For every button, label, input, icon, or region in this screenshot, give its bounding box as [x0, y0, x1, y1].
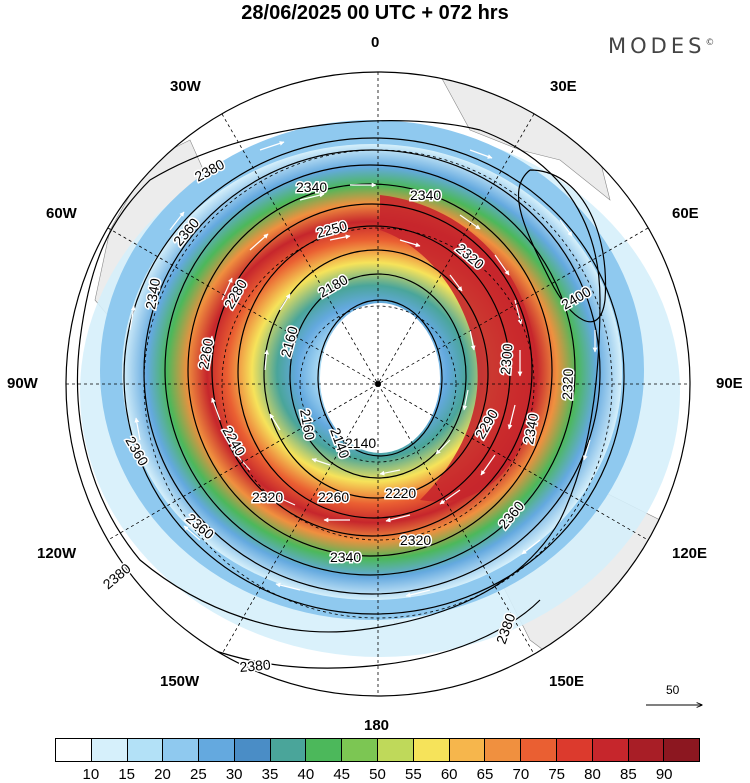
- lon-label-90w: 90W: [7, 375, 38, 392]
- colorbar: [55, 738, 700, 762]
- colorbar-segment: [378, 739, 414, 761]
- lon-label-120w: 120W: [37, 545, 77, 562]
- colorbar-tick-label: 20: [154, 766, 171, 783]
- contour-label: 2340: [330, 549, 361, 565]
- lon-label-150w: 150W: [160, 673, 200, 690]
- map-border: [65, 71, 691, 697]
- colorbar-segment: [413, 739, 450, 761]
- contour-label: 2320: [400, 532, 431, 548]
- lon-label-180: 180: [364, 717, 390, 734]
- vector-scale-arrow: [646, 699, 706, 711]
- colorbar-tick-label: 25: [189, 766, 207, 783]
- colorbar-tick-label: 90: [655, 766, 673, 783]
- map-disc: [66, 72, 690, 696]
- colorbar-tick-label: 15: [118, 766, 135, 783]
- colorbar-ticks: 10 15 20 25 30 35 40 45 50 55 60 65 70 75 80 85 90: [55, 766, 700, 783]
- colorbar-tick-label: 45: [333, 766, 350, 783]
- lon-label-60e: 60E: [672, 205, 699, 222]
- graticule: [66, 72, 690, 696]
- south-pole-marker: [375, 381, 381, 387]
- brand-logo: MODES©: [608, 34, 715, 58]
- contour-label: 2340: [410, 187, 441, 203]
- colorbar-segment: [521, 739, 557, 761]
- lon-label-60w: 60W: [46, 205, 77, 222]
- contour-label: 2320: [252, 489, 283, 505]
- contour-label: 2320: [559, 368, 576, 400]
- contour-label: 2300: [497, 343, 516, 376]
- colorbar-segment: [485, 739, 522, 761]
- colorbar-segment: [234, 739, 271, 761]
- map-title: 28/06/2025 00 UTC + 072 hrs: [241, 2, 509, 24]
- colorbar-segment: [449, 739, 486, 761]
- lon-label-30w: 30W: [170, 78, 201, 95]
- jet-max-crescent: [380, 195, 536, 502]
- colorbar-tick-label: 60: [440, 766, 458, 783]
- colorbar-tick-label: 70: [512, 766, 530, 783]
- contour-label: 2380: [100, 560, 134, 592]
- colorbar-segment: [628, 739, 665, 761]
- colorbar-segment: [270, 739, 307, 761]
- colorbar-tick-label: 35: [261, 766, 279, 783]
- lon-label-90e: 90E: [716, 375, 743, 392]
- colorbar-tick-label: 80: [584, 766, 601, 783]
- colorbar-segment: [91, 739, 128, 761]
- wind-vectors: [129, 141, 598, 598]
- vector-scale-label: 50: [666, 683, 680, 697]
- colorbar-segment: [56, 739, 92, 761]
- contour-label: 2260: [318, 489, 349, 505]
- colorbar-segment: [127, 739, 164, 761]
- lon-label-30e: 30E: [550, 78, 577, 95]
- colorbar-tick-label: 85: [619, 766, 637, 783]
- contour-label: 2380: [239, 656, 272, 675]
- colorbar-segment: [592, 739, 629, 761]
- colorbar-tick-label: 65: [476, 766, 494, 783]
- colorbar-tick-label: 55: [404, 766, 422, 783]
- colorbar-tick-label: 10: [82, 766, 100, 783]
- colorbar-segment: [163, 739, 200, 761]
- lon-label-120e: 120E: [672, 545, 708, 562]
- contour-label: 2220: [385, 485, 416, 501]
- colorbar-tick-label: 50: [369, 766, 386, 783]
- contour-label: 2140: [345, 435, 376, 451]
- contour-label: 2340: [520, 412, 541, 446]
- lon-label-0: 0: [371, 34, 380, 51]
- colorbar-tick-label: 30: [225, 766, 243, 783]
- colorbar-tick-label: 75: [548, 766, 565, 783]
- colorbar-segment: [664, 739, 700, 761]
- contour-label: 2340: [296, 179, 327, 195]
- colorbar-tick-label: 40: [297, 766, 315, 783]
- vortex-core: [320, 303, 440, 453]
- lon-label-150e: 150E: [549, 673, 585, 690]
- colorbar-segment: [306, 739, 343, 761]
- colorbar-segment: [342, 739, 379, 761]
- colorbar-segment: [199, 739, 235, 761]
- colorbar-segment: [556, 739, 593, 761]
